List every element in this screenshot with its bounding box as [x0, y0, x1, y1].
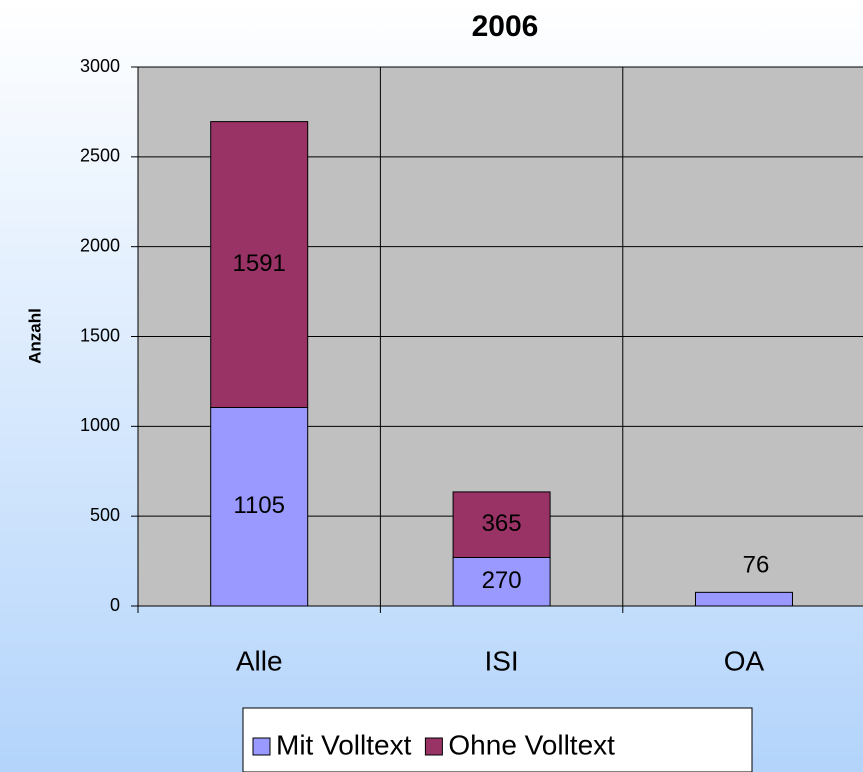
bar-segment	[694, 591, 793, 607]
legend-box	[242, 707, 753, 772]
bar-segment	[452, 556, 551, 607]
data-label: 1105	[233, 492, 285, 519]
legend-swatch	[424, 737, 443, 756]
legend-swatch	[252, 737, 271, 756]
y-tick-label: 3000	[80, 56, 120, 76]
chart-title: 2006	[472, 10, 539, 43]
x-tick-label: ISI	[484, 645, 518, 676]
data-label: 1591	[233, 250, 286, 277]
legend-label: Ohne Volltext	[448, 729, 615, 760]
y-tick-label: 500	[90, 505, 120, 525]
y-tick-label: 2500	[80, 146, 120, 166]
y-axis-label: Anzahl	[25, 308, 44, 364]
bar-segment	[210, 406, 309, 607]
data-label: 365	[482, 510, 522, 537]
x-tick-label: Alle	[236, 645, 283, 676]
bar-segment	[452, 491, 551, 558]
legend-label: Mit Volltext	[276, 729, 412, 760]
y-tick-label: 0	[110, 595, 120, 615]
y-tick-label: 2000	[80, 235, 120, 255]
data-label: 270	[482, 567, 522, 594]
x-tick-label: OA	[724, 645, 765, 676]
bar-segment	[210, 121, 309, 408]
y-tick-label: 1000	[80, 415, 120, 435]
data-label: 76	[743, 552, 770, 579]
y-tick-label: 1500	[80, 325, 120, 345]
